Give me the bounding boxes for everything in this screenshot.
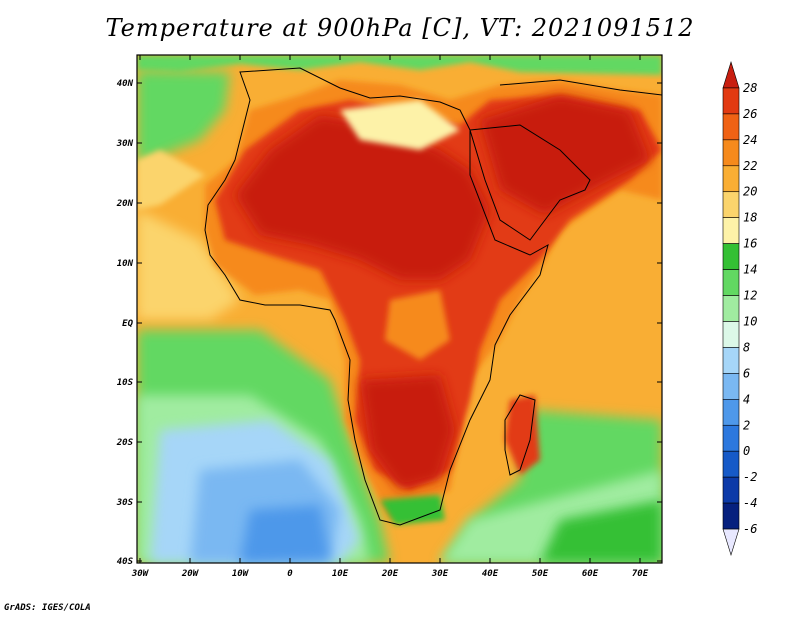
- cape-green: [380, 495, 445, 525]
- colorbar-segment: [722, 191, 740, 218]
- colorbar-segment: [722, 373, 740, 400]
- colorbar-segment: [722, 113, 740, 141]
- grads-credit: GrADS: IGES/COLA: [4, 603, 91, 613]
- madagascar: [505, 395, 540, 475]
- longitude-axis: 30W 20W 10W 0 10E 20E 30E 40E 50E 60E 70E: [131, 55, 649, 579]
- lat-tick-label: 20N: [116, 199, 134, 209]
- colorbar-segment: [722, 502, 740, 530]
- lon-tick-label: 40E: [482, 569, 499, 579]
- colorbar-label: 28: [743, 81, 757, 95]
- lat-tick-label: 40S: [117, 557, 134, 567]
- colorbar-label: 2: [743, 418, 750, 432]
- atlantic-tropical: [137, 210, 240, 320]
- colorbar-label: 24: [743, 133, 757, 147]
- colorbar-segment: [722, 217, 740, 244]
- colorbar-label: -2: [743, 470, 757, 484]
- africa-coastline: [204, 67, 549, 526]
- temperature-field: [137, 55, 662, 563]
- congo-basin: [385, 290, 450, 360]
- libya-cool-patch: [340, 100, 460, 150]
- atlantic-warm-band: [137, 150, 205, 210]
- colorbar-segment: [722, 87, 740, 115]
- colorbar-segment: [722, 399, 740, 426]
- colorbar-label: 16: [743, 237, 757, 251]
- lat-tick-label: 10N: [117, 259, 134, 269]
- colorbar-label: 8: [743, 340, 750, 354]
- coastlines: [204, 67, 662, 526]
- colorbar-label: 12: [743, 289, 757, 303]
- atlantic-north-cool: [137, 70, 230, 165]
- colorbar-segment: [722, 424, 740, 452]
- lon-tick-label: 70E: [632, 569, 649, 579]
- colorbar-segment: [722, 476, 740, 504]
- colorbar-segment: [722, 347, 740, 374]
- lat-tick-label: 40N: [117, 79, 134, 89]
- sahara-core: [235, 115, 490, 280]
- colorbar-label: 26: [743, 107, 757, 121]
- asia-coastline: [499, 79, 662, 96]
- colorbar-label: 20: [743, 185, 757, 199]
- south-atlantic-coldest: [240, 505, 330, 563]
- colorbar-label: 22: [743, 159, 757, 173]
- map-title: Temperature at 900hPa [C], VT: 202109151…: [105, 14, 695, 42]
- colorbar-bottom-triangle: [722, 528, 740, 557]
- mediterranean-cool: [137, 55, 662, 75]
- lon-tick-label: 50E: [532, 569, 549, 579]
- colorbar-segment: [722, 139, 740, 167]
- madagascar-coastline: [504, 394, 536, 476]
- colorbar-segment: [722, 243, 740, 270]
- colorbar-segment: [722, 450, 740, 478]
- colorbar-label: 0: [743, 444, 750, 458]
- colorbar-label: -6: [743, 522, 757, 536]
- lat-tick-label: 20S: [116, 438, 134, 448]
- lon-tick-label: 20W: [181, 569, 200, 579]
- latitude-axis: 40N 30N 20N 10N EQ 10S 20S 30S 40S: [116, 79, 662, 567]
- colorbar-segment: [722, 165, 740, 193]
- lon-tick-label: 30E: [431, 569, 449, 579]
- colorbar-segment: [722, 269, 740, 296]
- lat-tick-label: 30S: [116, 498, 134, 508]
- arabia-coastline: [469, 124, 591, 241]
- lon-tick-label: 20E: [381, 569, 399, 579]
- colorbar-label: 14: [743, 263, 757, 277]
- lon-tick-label: 10E: [332, 569, 349, 579]
- colorbar-label: 6: [743, 366, 750, 380]
- lon-tick-label: 0: [287, 569, 293, 579]
- colorbar-label: 10: [743, 314, 757, 328]
- colorbar-segment: [722, 295, 740, 322]
- colorbar-segment: [722, 321, 740, 348]
- colorbar-label: -4: [743, 496, 757, 510]
- lat-tick-label: EQ: [122, 319, 133, 329]
- indian-south-edge: [540, 500, 662, 563]
- lon-tick-label: 60E: [582, 569, 599, 579]
- colorbar-label: 18: [743, 211, 757, 225]
- southern-africa-core: [360, 375, 455, 490]
- lon-tick-label: 30W: [131, 569, 150, 579]
- lat-tick-label: 10S: [117, 378, 134, 388]
- lon-tick-label: 10W: [232, 569, 250, 579]
- lat-tick-label: 30N: [116, 139, 134, 149]
- colorbar-top-triangle: [722, 60, 740, 89]
- colorbar-label: 4: [743, 392, 750, 406]
- plot-frame: [136, 54, 663, 564]
